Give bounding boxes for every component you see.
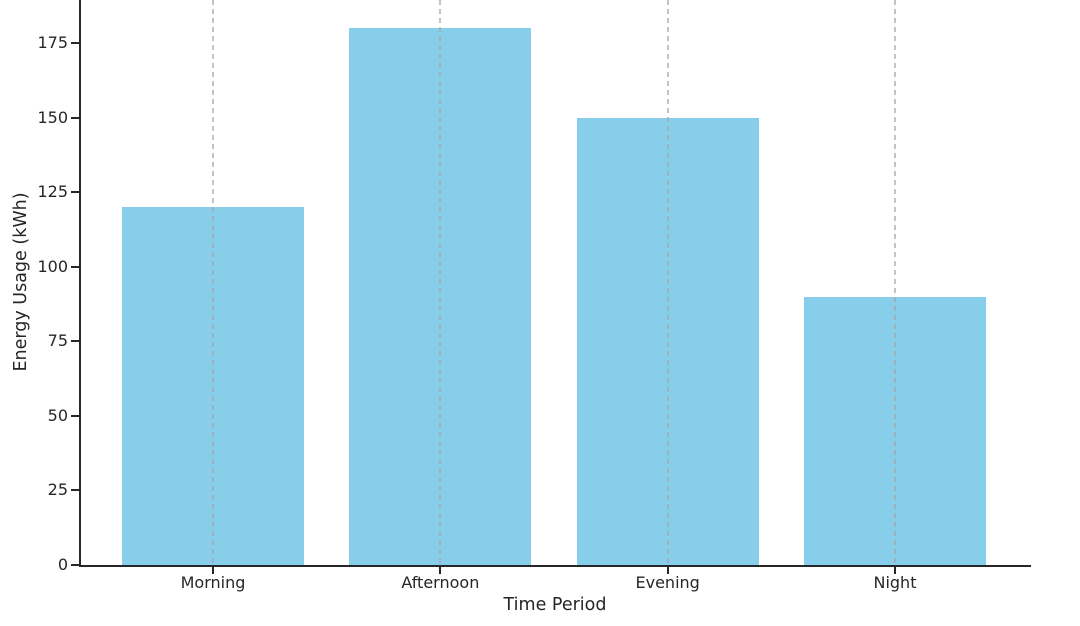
y-tick-mark (71, 42, 80, 44)
x-tick-mark (439, 567, 442, 574)
y-tick-mark (71, 564, 80, 566)
y-tick-label-75: 75 (47, 331, 68, 350)
y-tick-mark (71, 117, 80, 119)
x-axis-title: Time Period (503, 595, 607, 615)
y-tick-mark (71, 489, 80, 491)
x-tick-mark (893, 567, 896, 574)
x-tick-label-evening: Evening (635, 573, 700, 592)
y-tick-label-25: 25 (47, 480, 68, 499)
gridline-afternoon (439, 0, 442, 565)
x-axis-line (79, 565, 1031, 567)
gridline-morning (212, 0, 214, 565)
y-tick-label-175: 175 (37, 33, 68, 52)
y-tick-label-0: 0 (57, 555, 68, 574)
x-tick-mark (666, 567, 669, 574)
y-tick-label-150: 150 (37, 108, 68, 127)
gridline-night (893, 0, 896, 565)
y-tick-label-125: 125 (37, 182, 68, 201)
y-axis-line (79, 0, 81, 567)
x-tick-mark (212, 567, 214, 574)
plot-area (71, 0, 1031, 574)
gridline-evening (666, 0, 669, 565)
y-tick-label-50: 50 (47, 406, 68, 425)
y-tick-mark (71, 191, 80, 193)
y-tick-mark (71, 340, 80, 342)
y-tick-mark (71, 266, 80, 268)
x-tick-label-afternoon: Afternoon (401, 573, 480, 592)
x-tick-label-morning: Morning (180, 573, 246, 592)
y-axis-title-text: Energy Usage (kWh) (11, 192, 31, 372)
y-tick-mark (71, 415, 80, 417)
y-tick-label-100: 100 (37, 257, 68, 276)
x-tick-label-night: Night (873, 573, 917, 592)
